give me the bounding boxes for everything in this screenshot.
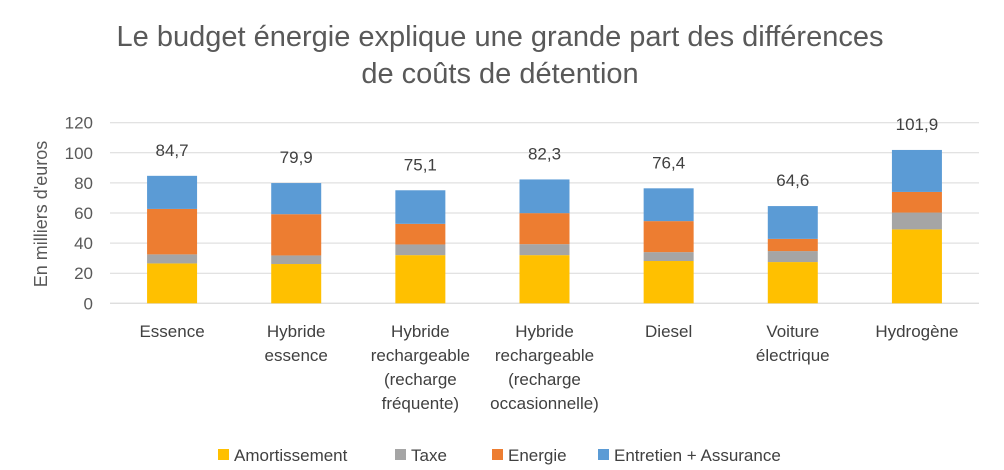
bar-segment-taxe	[147, 254, 198, 264]
bar-segment-entretien-assurance	[891, 149, 942, 192]
legend-swatch	[218, 449, 229, 460]
bar-segment-energie	[519, 213, 570, 245]
bar-segment-energie	[147, 208, 198, 255]
legend-label: Amortissement	[234, 446, 348, 465]
bar-segment-energie	[891, 191, 942, 213]
bar-segment-amortissement	[767, 262, 818, 304]
legend-label: Taxe	[411, 446, 447, 465]
bar-segment-energie	[395, 223, 446, 245]
bar-segment-entretien-assurance	[395, 190, 446, 224]
bar-segment-entretien-assurance	[643, 188, 694, 222]
bar-segment-amortissement	[271, 264, 322, 304]
bar-segment-amortissement	[147, 263, 198, 304]
bar-segment-taxe	[891, 212, 942, 230]
y-tick-label: 0	[84, 294, 93, 313]
bar-segment-energie	[643, 221, 694, 253]
bar-segment-energie	[767, 238, 818, 252]
bar-segment-amortissement	[395, 255, 446, 304]
bar-segment-taxe	[643, 252, 694, 262]
total-data-label: 101,9	[896, 115, 939, 134]
legend-swatch	[598, 449, 609, 460]
legend-label: Energie	[508, 446, 567, 465]
category-label: Hybride	[267, 322, 326, 341]
bar-segment-taxe	[767, 251, 818, 263]
y-tick-label: 120	[65, 114, 93, 133]
category-label: Essence	[139, 322, 204, 341]
bar-segment-amortissement	[643, 261, 694, 304]
total-data-label: 84,7	[156, 141, 189, 160]
chart-title-line-1: Le budget énergie explique une grande pa…	[117, 21, 884, 53]
total-data-label: 64,6	[776, 171, 809, 190]
category-label: (recharge	[384, 370, 457, 389]
bar-segment-amortissement	[519, 255, 570, 304]
total-data-label: 75,1	[404, 155, 437, 174]
category-label: Hybride	[515, 322, 574, 341]
y-axis-ticks: 0 20 40 60 80 100 120	[65, 114, 93, 314]
category-label: Voiture	[766, 322, 819, 341]
category-label: Diesel	[645, 322, 692, 341]
legend: Amortissement Taxe Energie Entretien + Assu…	[218, 446, 781, 465]
legend-swatch	[492, 449, 503, 460]
bar-segment-entretien-assurance	[767, 206, 818, 239]
bar-segment-taxe	[519, 244, 570, 256]
category-label: électrique	[756, 346, 830, 365]
category-label: Hybride	[391, 322, 450, 341]
total-data-label: 82,3	[528, 144, 561, 163]
bar-segment-entretien-assurance	[271, 183, 322, 215]
bar-segment-taxe	[395, 244, 446, 256]
legend-swatch	[395, 449, 406, 460]
legend-label: Entretien + Assurance	[614, 446, 781, 465]
category-label: essence	[265, 346, 328, 365]
data-labels: 84,7 79,9 75,1 82,3 76,4 64,6 101,9	[156, 115, 939, 190]
y-tick-label: 100	[65, 144, 93, 163]
y-tick-label: 80	[74, 174, 93, 193]
y-axis-label: En milliers d'euros	[31, 141, 51, 288]
category-label: rechargeable	[371, 346, 470, 365]
total-data-label: 79,9	[280, 148, 313, 167]
bar-segment-taxe	[271, 255, 322, 265]
bar-segment-entretien-assurance	[147, 175, 198, 209]
chart-title-line-2: de coûts de détention	[361, 58, 638, 90]
bar-segment-amortissement	[891, 229, 942, 304]
bar-segment-energie	[271, 214, 322, 256]
bars	[147, 149, 942, 304]
total-data-label: 76,4	[652, 153, 685, 172]
category-labels: Essence Hybride essence Hybride rechargeable…	[139, 322, 958, 413]
bar-segment-entretien-assurance	[519, 179, 570, 214]
category-label: fréquente)	[382, 394, 460, 413]
category-label: (recharge	[508, 370, 581, 389]
y-tick-label: 20	[74, 264, 93, 283]
category-label: rechargeable	[495, 346, 594, 365]
category-label: Hydrogène	[875, 322, 958, 341]
y-tick-label: 40	[74, 234, 93, 253]
y-tick-label: 60	[74, 204, 93, 223]
category-label: occasionnelle)	[490, 394, 599, 413]
